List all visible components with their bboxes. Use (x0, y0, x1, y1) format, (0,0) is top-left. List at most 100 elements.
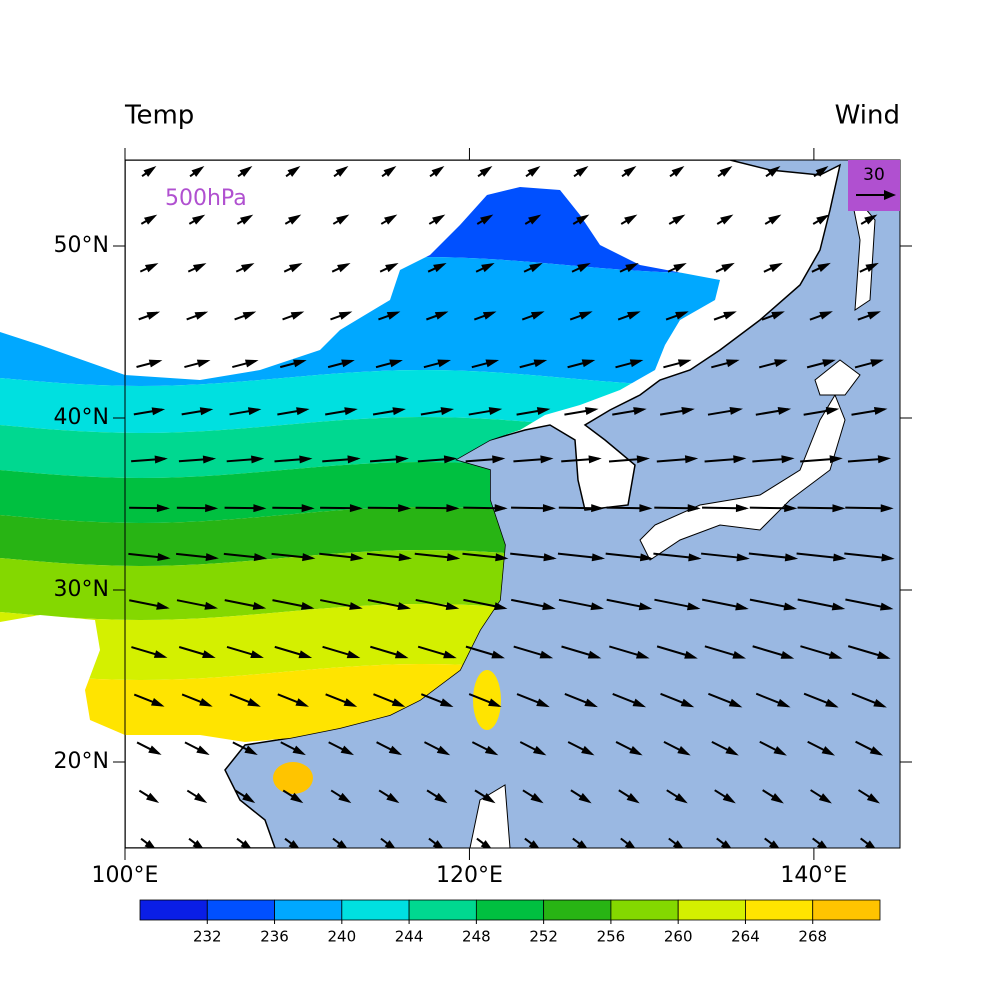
wind-arrowhead (725, 746, 739, 756)
wind-arrowhead (434, 792, 448, 804)
wind-arrowhead (627, 311, 641, 320)
wind-arrowhead (335, 165, 349, 177)
wind-arrowhead (624, 840, 636, 848)
wind-arrowhead (148, 359, 163, 368)
wind-arrowhead (587, 650, 602, 659)
wind-arrowhead (337, 263, 351, 273)
wind-arrowhead (536, 407, 551, 416)
wind-arrowhead (672, 214, 686, 225)
wind-arrowhead (770, 793, 784, 804)
wind-arrowhead (344, 407, 358, 416)
wind-arrowhead (542, 504, 556, 513)
wind-arrowhead (242, 792, 256, 804)
wind-arrowhead (579, 311, 593, 320)
wind-arrowhead (154, 455, 168, 464)
y-tick-label: 20°N (54, 749, 109, 774)
colorbar-label: 256 (597, 928, 626, 946)
plot-frame (124, 159, 901, 849)
wind-arrowhead (192, 840, 204, 848)
wind-arrowhead (530, 311, 545, 320)
wind-arrowhead (388, 745, 403, 756)
wind-arrowhead (825, 698, 839, 708)
wind-arrowhead (671, 165, 685, 177)
wind-arrowhead (828, 651, 843, 659)
wind-arrowhead (873, 698, 887, 708)
wind-arrowhead (340, 745, 355, 756)
wind-arrowhead (684, 455, 699, 464)
wind-arrowhead (722, 793, 736, 804)
wind-arrowhead (247, 407, 262, 416)
wind-arrowhead (242, 311, 257, 320)
wind-arrowhead (192, 263, 207, 273)
wind-arrowhead (633, 407, 647, 415)
wind-arrowhead (336, 840, 348, 848)
wind-arrowhead (539, 650, 554, 659)
wind-arrowhead (492, 455, 506, 464)
wind-arrowhead (585, 407, 599, 415)
wind-arrowhead (481, 263, 495, 273)
level-label: 500hPa (165, 186, 247, 211)
wind-arrowhead (591, 553, 606, 562)
wind-arrowhead (542, 602, 556, 611)
wind-arrowhead (298, 650, 313, 659)
wind-arrowhead (533, 745, 547, 756)
wind-arrowhead (150, 698, 165, 707)
wind-arrowhead (239, 165, 253, 177)
wind-arrowhead (768, 840, 780, 848)
wind-arrowhead (151, 407, 166, 416)
y-tick-label: 30°N (54, 577, 109, 602)
philippines (469, 784, 511, 848)
wind-arrowhead (726, 359, 740, 368)
wind-arrowhead (199, 407, 214, 416)
colorbar-box (610, 899, 679, 921)
x-tick-label: 140°E (780, 863, 847, 888)
wind-arrowhead (864, 214, 878, 225)
wind-arrowhead (833, 553, 847, 562)
wind-arrowhead (199, 698, 213, 707)
wind-arrowhead (816, 840, 828, 848)
wind-arrowhead (821, 746, 836, 756)
wind-arrowhead (584, 698, 598, 708)
wind-arrowhead (383, 165, 397, 177)
wind-arrowhead (533, 359, 548, 368)
wind-arrowhead (736, 553, 750, 562)
wind-arrowhead (870, 359, 884, 367)
wind-arrowhead (144, 840, 156, 848)
wind-arrowhead (290, 311, 305, 320)
wind-arrowhead (530, 792, 544, 804)
wind-arrowhead (240, 214, 254, 225)
wind-arrowhead (247, 698, 261, 707)
wind-arrowhead (784, 553, 799, 562)
wind-arrowhead (681, 407, 695, 415)
wind-arrowhead (877, 651, 891, 659)
x-tick-label: 100°E (92, 863, 159, 888)
colorbar-label: 264 (731, 928, 760, 946)
wind-arrowhead (437, 359, 451, 368)
wind-arrowhead (389, 359, 403, 368)
wind-arrowhead (293, 359, 307, 368)
wind-arrowhead (288, 214, 302, 225)
wind-arrowhead (540, 455, 554, 464)
wind-arrowhead (629, 745, 643, 756)
wind-arrowhead (729, 407, 743, 415)
wind-arrowhead (680, 698, 695, 708)
wind-arrowhead (397, 602, 411, 610)
wind-arrowhead (205, 504, 219, 513)
wind-arrowhead (864, 840, 876, 848)
wind-arrowhead (877, 455, 892, 464)
wind-arrowhead (880, 504, 894, 513)
wind-arrowhead (581, 359, 596, 368)
wind-arrowhead (346, 650, 361, 659)
wind-arrowhead (336, 214, 350, 225)
wind-arrowhead (720, 214, 734, 225)
wind-arrowhead (829, 455, 843, 464)
wind-arrowhead (674, 793, 688, 804)
wind-arrowhead (776, 698, 791, 708)
wind-arrowhead (191, 166, 205, 177)
wind-arrowhead (446, 504, 460, 513)
wind-arrowhead (536, 698, 550, 708)
wind-arrowhead (771, 311, 785, 320)
colorbar-label: 252 (529, 928, 558, 946)
wind-arrowhead (196, 359, 211, 368)
